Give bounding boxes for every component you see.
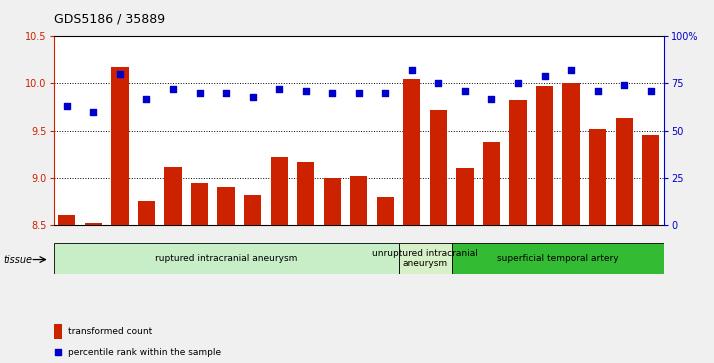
Point	[433, 81, 444, 86]
Bar	[509, 99, 527, 225]
Bar	[111, 66, 129, 225]
Bar	[563, 82, 580, 225]
Text: tissue: tissue	[4, 254, 33, 265]
Bar	[377, 197, 394, 225]
Point	[88, 109, 99, 115]
Bar	[615, 118, 633, 225]
Bar	[218, 187, 235, 225]
Bar	[536, 86, 553, 225]
Point	[618, 82, 630, 88]
Bar	[54, 324, 63, 339]
Point	[486, 96, 497, 102]
Bar	[164, 167, 181, 225]
Point	[513, 81, 524, 86]
Bar	[456, 168, 473, 225]
Bar	[85, 223, 102, 225]
Point	[167, 86, 178, 92]
Bar	[191, 183, 208, 225]
Point	[459, 88, 471, 94]
Bar	[642, 135, 659, 225]
Point	[273, 86, 285, 92]
Bar	[398, 243, 452, 274]
Point	[326, 90, 338, 96]
Point	[114, 71, 126, 77]
Point	[406, 68, 418, 73]
Bar	[244, 195, 261, 225]
Text: transformed count: transformed count	[68, 327, 152, 336]
Bar	[138, 201, 155, 225]
Point	[300, 88, 311, 94]
Bar	[350, 176, 368, 225]
Bar	[54, 243, 398, 274]
Text: percentile rank within the sample: percentile rank within the sample	[68, 348, 221, 356]
Point	[52, 349, 64, 355]
Text: GDS5186 / 35889: GDS5186 / 35889	[54, 12, 165, 25]
Point	[592, 88, 603, 94]
Text: superficial temporal artery: superficial temporal artery	[497, 254, 618, 263]
Text: ruptured intracranial aneurysm: ruptured intracranial aneurysm	[155, 254, 297, 263]
Point	[247, 94, 258, 99]
Bar	[589, 129, 606, 225]
Point	[141, 96, 152, 102]
Bar	[59, 215, 76, 225]
Point	[61, 103, 73, 109]
Point	[193, 90, 205, 96]
Bar	[297, 162, 314, 225]
Bar	[430, 110, 447, 225]
Point	[380, 90, 391, 96]
Bar	[323, 178, 341, 225]
Point	[221, 90, 232, 96]
Bar	[483, 142, 500, 225]
Text: unruptured intracranial
aneurysm: unruptured intracranial aneurysm	[372, 249, 478, 268]
Bar	[403, 79, 421, 225]
Bar	[452, 243, 664, 274]
Bar	[271, 157, 288, 225]
Point	[645, 88, 656, 94]
Point	[565, 68, 577, 73]
Point	[353, 90, 365, 96]
Point	[539, 73, 550, 79]
